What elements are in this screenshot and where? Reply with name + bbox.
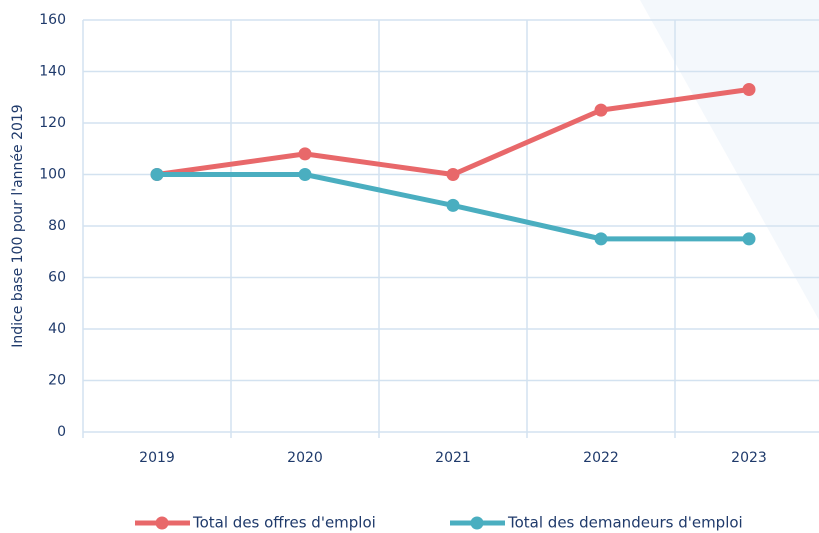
- x-tick-label: 2019: [139, 450, 175, 466]
- background-shape: [640, 0, 819, 320]
- series-marker: [742, 83, 756, 97]
- legend-text: Total des offres d'emploi: [192, 514, 376, 532]
- y-tick-label: 140: [39, 64, 66, 80]
- x-tick-label: 2022: [583, 450, 619, 466]
- x-tick-label: 2020: [287, 450, 323, 466]
- series-marker: [594, 103, 608, 117]
- series-line: [156, 87, 750, 177]
- y-axis-label: Indice base 100 pour l'année 2019: [10, 104, 26, 347]
- legend-text: Total des demandeurs d'emploi: [507, 514, 743, 532]
- y-tick-label: 20: [48, 373, 66, 389]
- x-tick-label: 2021: [435, 450, 471, 466]
- series-marker: [150, 168, 164, 181]
- legend-marker: [470, 516, 484, 530]
- x-tick-label: 2023: [731, 450, 767, 466]
- series-marker: [446, 198, 460, 212]
- series-marker: [298, 147, 312, 161]
- y-tick-label: 0: [57, 424, 66, 440]
- series-marker: [446, 168, 460, 181]
- legend-marker: [155, 516, 169, 530]
- series-marker: [298, 168, 312, 181]
- series-marker: [742, 232, 756, 246]
- y-tick-label: 60: [48, 270, 66, 286]
- y-tick-label: 80: [48, 218, 66, 234]
- y-tick-label: 40: [48, 321, 66, 337]
- y-tick-label: 160: [39, 12, 66, 28]
- y-tick-label: 120: [39, 115, 66, 131]
- y-tick-label: 100: [39, 167, 66, 183]
- series-marker: [594, 232, 608, 246]
